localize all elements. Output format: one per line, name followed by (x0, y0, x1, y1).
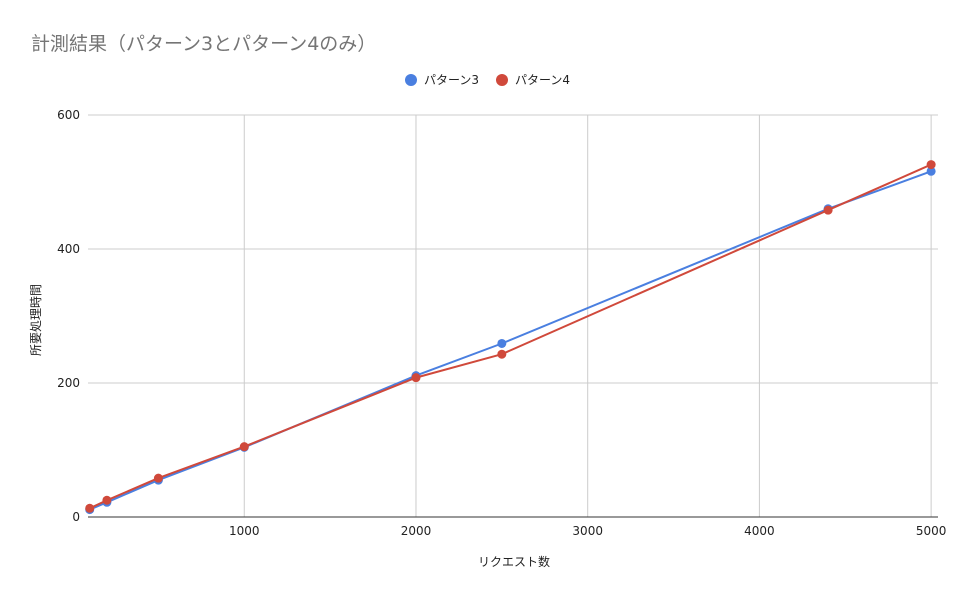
x-tick-label: 1000 (229, 524, 260, 538)
y-tick-label: 0 (72, 510, 80, 524)
data-point (823, 205, 833, 215)
legend-marker (405, 74, 417, 86)
data-point (411, 373, 421, 383)
series-2 (85, 160, 936, 513)
data-point (926, 166, 936, 176)
tick-labels: 0 200 400 600 1000 2000 3000 4000 5000 (57, 108, 946, 538)
y-tick-label: 400 (57, 242, 80, 256)
chart-title: 計測結果（パターン3とパターン4のみ） (31, 33, 376, 55)
x-axis-label: リクエスト数 (478, 554, 550, 569)
x-tick-label: 2000 (401, 524, 432, 538)
legend-label: パターン4 (515, 73, 570, 87)
x-tick-label: 4000 (744, 524, 775, 538)
series-line (89, 163, 932, 510)
y-tick-label: 200 (57, 376, 80, 390)
y-axis-label: 所要処理時間 (29, 284, 43, 356)
legend-marker (496, 74, 508, 86)
legend-label: パターン3 (424, 73, 479, 87)
data-point (239, 442, 249, 452)
legend: パターン3 パターン4 (405, 73, 570, 87)
data-point (497, 349, 507, 359)
series-layer (85, 160, 936, 515)
data-point (85, 503, 95, 513)
data-point (102, 495, 112, 505)
data-point (153, 473, 163, 483)
x-tick-label: 5000 (916, 524, 947, 538)
data-point (926, 160, 936, 170)
data-point (497, 338, 507, 348)
x-tick-label: 3000 (572, 524, 603, 538)
y-tick-label: 600 (57, 108, 80, 122)
series-line (89, 170, 932, 511)
